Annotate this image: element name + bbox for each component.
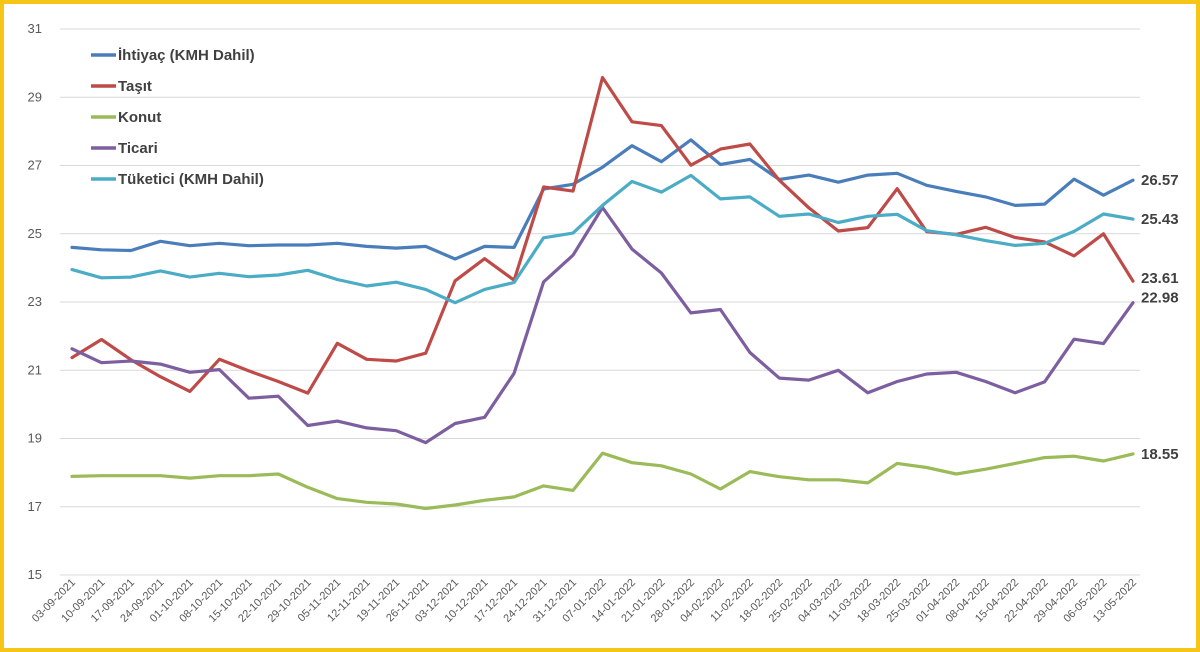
y-tick-label: 23 <box>28 294 42 309</box>
legend-label: Ticari <box>118 140 158 157</box>
y-tick-label: 31 <box>28 21 42 36</box>
y-tick-label: 25 <box>28 226 42 241</box>
series-lines <box>70 75 1135 511</box>
y-tick-label: 21 <box>28 362 42 377</box>
end-labels: 26.57 23.61 18.55 22.98 25.43 <box>1141 172 1179 463</box>
end-label: 26.57 <box>1141 172 1179 189</box>
series-line-4 <box>70 173 1135 305</box>
x-axis: 03-09-202110-09-202117-09-202124-09-2021… <box>30 577 1139 625</box>
end-label: 18.55 <box>1141 446 1179 463</box>
y-tick-label: 15 <box>28 567 42 582</box>
series-line-2 <box>70 451 1135 511</box>
end-label: 22.98 <box>1141 290 1179 307</box>
y-tick-label: 29 <box>28 89 42 104</box>
y-tick-label: 19 <box>28 431 42 446</box>
series-line-1 <box>70 75 1135 395</box>
end-label: 23.61 <box>1141 270 1179 287</box>
y-axis: 15 17 19 21 23 25 27 29 31 <box>28 21 42 582</box>
end-label: 25.43 <box>1141 211 1179 228</box>
legend-label: Tüketici (KMH Dahil) <box>118 171 264 188</box>
legend: İhtiyaç (KMH Dahil) Taşıt Konut Ticari Tüket… <box>91 47 264 188</box>
legend-label: Taşıt <box>118 78 152 95</box>
series-line-0 <box>70 138 1135 261</box>
y-tick-label: 17 <box>28 499 42 514</box>
gridlines <box>60 28 1140 576</box>
y-tick-label: 27 <box>28 158 42 173</box>
legend-label: Konut <box>118 109 161 126</box>
legend-label: İhtiyaç (KMH Dahil) <box>118 47 255 64</box>
